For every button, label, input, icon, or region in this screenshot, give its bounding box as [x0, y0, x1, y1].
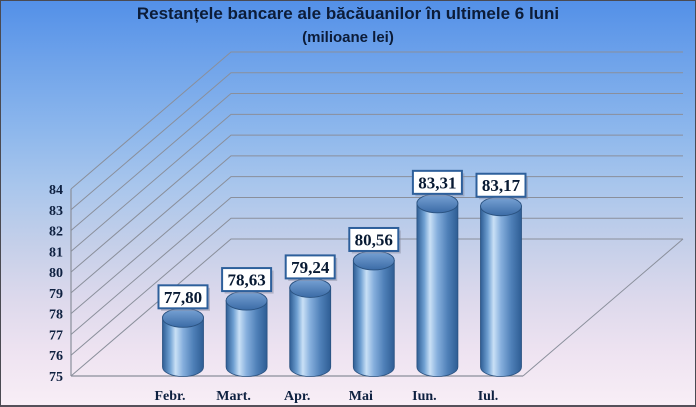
bar-cylinder-top-mart: [225, 290, 268, 311]
floor-right-edge: [522, 238, 684, 377]
gridline-80: [70, 134, 683, 273]
value-label-box-mart: [221, 267, 273, 293]
category-label-iul: Iul.: [478, 389, 499, 404]
category-label-mai: Mai: [349, 389, 373, 404]
gridline-83: [70, 72, 683, 211]
gridline-75: [70, 238, 683, 377]
y-axis-tick-label-84: 84: [49, 183, 63, 198]
bar-cylinder-top-febr: [162, 307, 204, 328]
gridline-78: [70, 176, 683, 315]
value-label-febr: 77,80: [164, 288, 202, 307]
value-label-box-mai: [348, 226, 400, 252]
value-label-box-iul: [475, 172, 527, 198]
value-label-apr: 79,24: [291, 258, 330, 277]
value-label-iun: 83,31: [418, 173, 456, 192]
category-label-apr: Apr.: [284, 389, 310, 404]
gridline-84: [70, 51, 683, 190]
value-label-box-iun: [411, 169, 463, 195]
category-label-febr: Febr.: [155, 389, 186, 404]
category-label-mart: Mart.: [216, 389, 251, 404]
y-axis-tick-label-79: 79: [49, 287, 63, 302]
value-label-box-apr: [284, 254, 336, 280]
value-label-mai: 80,56: [355, 230, 393, 249]
bar-cylinder-top-mai: [352, 250, 395, 271]
chart-title: Restanțele bancare ale băcăuanilor în ul…: [136, 4, 560, 23]
bar-cylinder-top-iul: [480, 196, 522, 217]
bar-cylinder-top-apr: [289, 277, 332, 298]
y-axis-tick-label-81: 81: [49, 245, 63, 260]
gridline-77: [70, 196, 683, 335]
value-label-box-febr: [157, 284, 209, 310]
value-label-iul: 83,17: [482, 176, 521, 195]
y-axis-tick-label-75: 75: [49, 370, 63, 385]
gridline-76: [70, 217, 683, 356]
y-axis-tick-label-77: 77: [49, 328, 63, 343]
y-axis-tick-label-76: 76: [49, 349, 63, 364]
category-label-iun: Iun.: [412, 389, 437, 404]
chart-subtitle: (milioane lei): [302, 29, 394, 46]
gridline-81: [70, 113, 683, 252]
gridline-82: [70, 93, 683, 231]
gridline-79: [70, 155, 683, 294]
y-axis-tick-label-82: 82: [49, 225, 63, 240]
y-axis-tick-label-83: 83: [49, 204, 63, 219]
bar-cylinder-body-iun: [416, 193, 459, 377]
bar-cylinder-body-iul: [480, 196, 522, 377]
y-axis-tick-label-78: 78: [49, 308, 63, 323]
y-axis-tick-label-80: 80: [49, 266, 63, 281]
value-label-mart: 78,63: [227, 271, 265, 290]
bar-cylinder-top-iun: [416, 193, 459, 214]
